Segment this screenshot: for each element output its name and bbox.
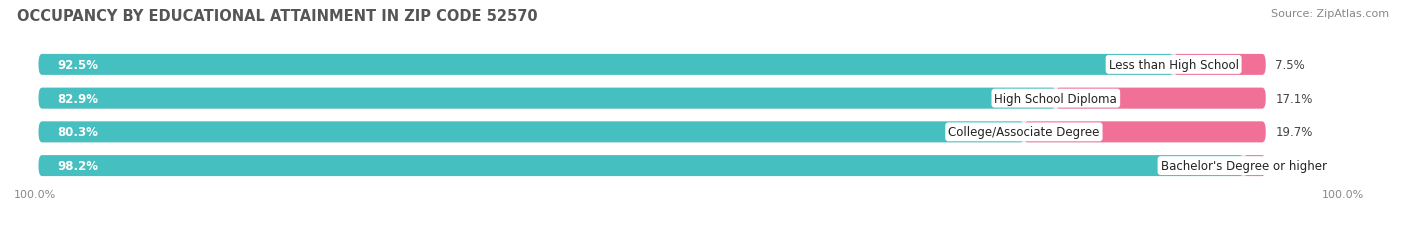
Text: 80.3%: 80.3% [58,126,98,139]
Text: Less than High School: Less than High School [1108,59,1239,72]
Text: 19.7%: 19.7% [1275,126,1313,139]
FancyBboxPatch shape [1174,55,1265,76]
FancyBboxPatch shape [38,88,1265,109]
FancyBboxPatch shape [38,155,1265,176]
Text: 17.1%: 17.1% [1275,92,1313,105]
Text: 7.5%: 7.5% [1275,59,1305,72]
FancyBboxPatch shape [38,155,1243,176]
Text: Source: ZipAtlas.com: Source: ZipAtlas.com [1271,9,1389,19]
FancyBboxPatch shape [1024,122,1265,143]
Text: 82.9%: 82.9% [58,92,98,105]
FancyBboxPatch shape [38,122,1024,143]
FancyBboxPatch shape [38,88,1056,109]
Text: 100.0%: 100.0% [14,189,56,199]
FancyBboxPatch shape [38,55,1265,76]
Text: 98.2%: 98.2% [58,159,98,172]
Text: 100.0%: 100.0% [1322,189,1364,199]
Text: College/Associate Degree: College/Associate Degree [948,126,1099,139]
Text: 92.5%: 92.5% [58,59,98,72]
Text: High School Diploma: High School Diploma [994,92,1118,105]
FancyBboxPatch shape [38,122,1265,143]
FancyBboxPatch shape [1243,155,1265,176]
FancyBboxPatch shape [1056,88,1265,109]
Text: Bachelor's Degree or higher: Bachelor's Degree or higher [1160,159,1327,172]
Text: OCCUPANCY BY EDUCATIONAL ATTAINMENT IN ZIP CODE 52570: OCCUPANCY BY EDUCATIONAL ATTAINMENT IN Z… [17,9,537,24]
FancyBboxPatch shape [38,55,1174,76]
Text: 1.8%: 1.8% [1275,159,1305,172]
